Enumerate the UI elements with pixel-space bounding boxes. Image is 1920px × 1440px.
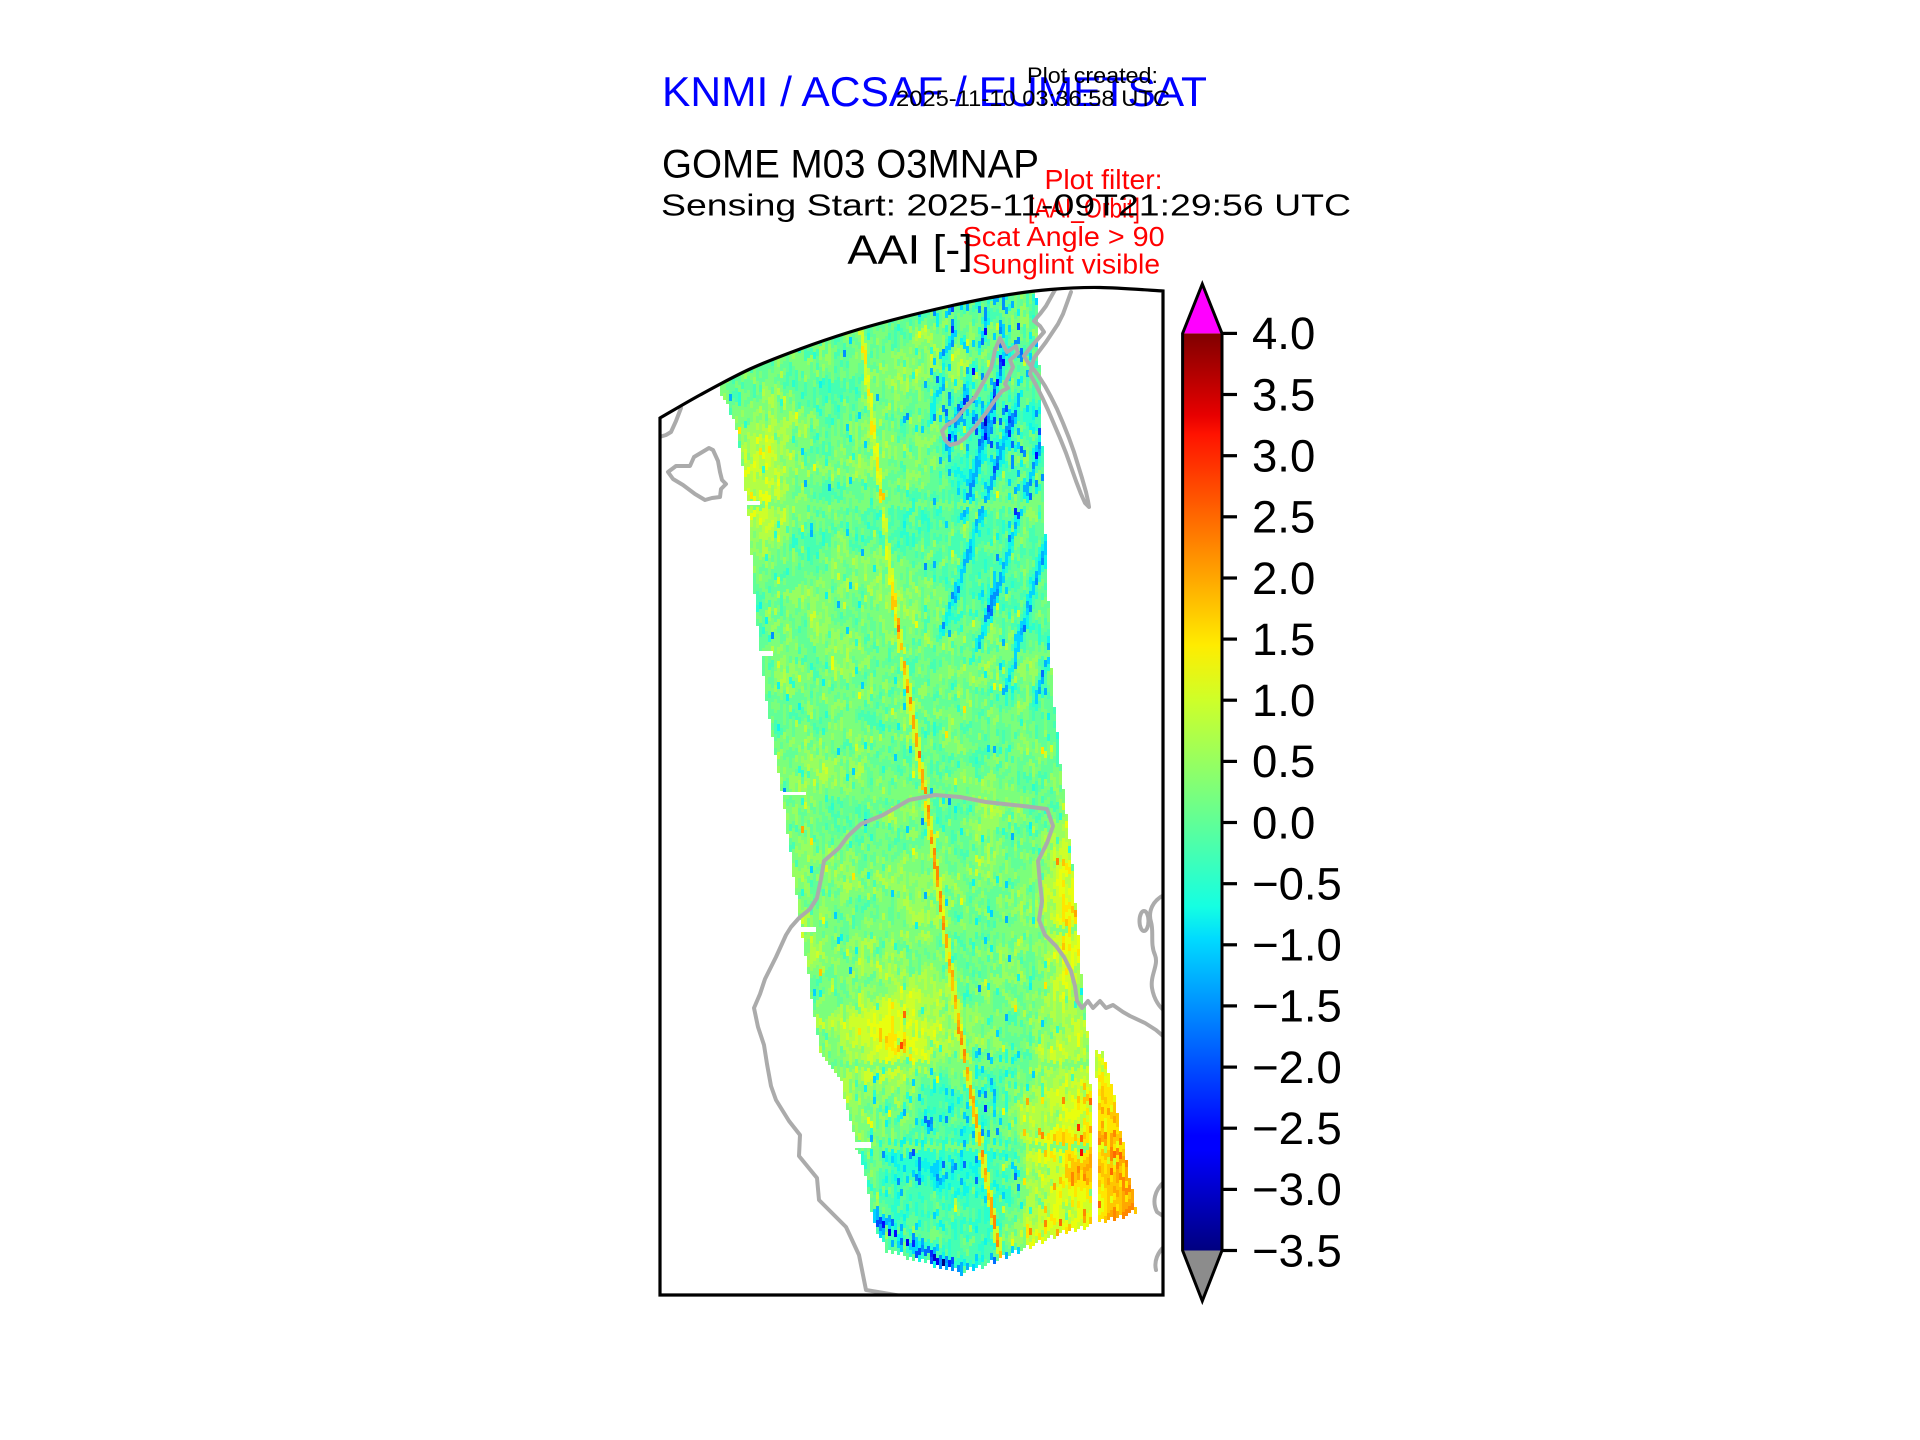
svg-text:Sensing Start: 2025-11-09T21:2: Sensing Start: 2025-11-09T21:29:56 UTC <box>661 188 1351 222</box>
svg-text:Plot created:: Plot created: <box>1027 63 1158 88</box>
svg-text:−1.5: −1.5 <box>1252 981 1342 1032</box>
svg-text:Scat Angle > 90: Scat Angle > 90 <box>963 221 1165 252</box>
svg-text:−3.0: −3.0 <box>1252 1164 1342 1215</box>
svg-text:4.0: 4.0 <box>1252 308 1315 359</box>
svg-text:1.0: 1.0 <box>1252 675 1315 726</box>
svg-text:−1.0: −1.0 <box>1252 920 1342 971</box>
svg-text:2025-11-10 03:36:58 UTC: 2025-11-10 03:36:58 UTC <box>896 86 1170 111</box>
svg-text:0.0: 0.0 <box>1252 797 1315 848</box>
svg-text:3.5: 3.5 <box>1252 369 1315 420</box>
svg-text:0.5: 0.5 <box>1252 736 1315 787</box>
svg-text:Sunglint visible: Sunglint visible <box>972 249 1160 280</box>
svg-text:3.0: 3.0 <box>1252 431 1315 482</box>
svg-text:GOME M03 O3MNAP: GOME M03 O3MNAP <box>662 143 1039 187</box>
svg-text:−0.5: −0.5 <box>1252 859 1342 910</box>
svg-text:2.0: 2.0 <box>1252 553 1315 604</box>
svg-text:2.5: 2.5 <box>1252 492 1315 543</box>
svg-text:[AAI_Orbit]: [AAI_Orbit] <box>1028 192 1140 223</box>
svg-text:1.5: 1.5 <box>1252 614 1315 665</box>
svg-text:−2.0: −2.0 <box>1252 1042 1342 1093</box>
svg-text:−3.5: −3.5 <box>1252 1225 1342 1276</box>
svg-text:AAI [-]: AAI [-] <box>847 226 972 272</box>
svg-text:−2.5: −2.5 <box>1252 1103 1342 1154</box>
svg-text:Plot filter:: Plot filter: <box>1045 164 1163 195</box>
svg-text:KNMI / ACSAF / EUMETSAT: KNMI / ACSAF / EUMETSAT <box>662 68 1207 115</box>
